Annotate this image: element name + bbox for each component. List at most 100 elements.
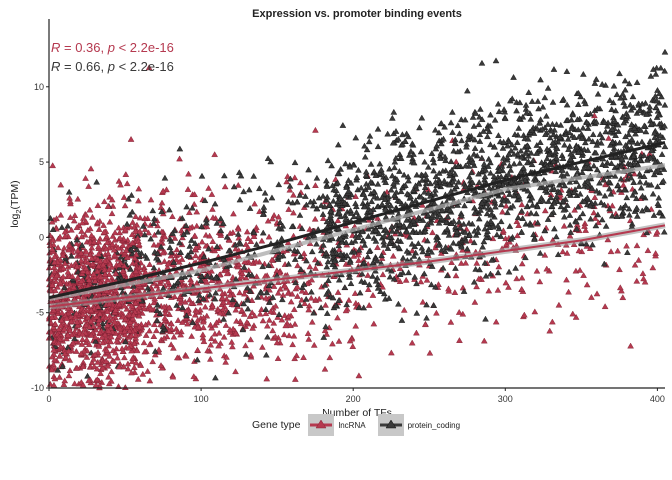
- point-protein-coding: [189, 319, 196, 326]
- point-protein-coding: [302, 295, 310, 302]
- point-protein-coding: [365, 248, 373, 254]
- point-lncrna: [182, 352, 190, 359]
- point-lncrna: [174, 317, 182, 323]
- point-protein-coding: [346, 273, 354, 280]
- point-protein-coding: [405, 269, 412, 276]
- point-protein-coding: [566, 221, 574, 228]
- point-lncrna: [294, 262, 301, 269]
- point-protein-coding: [435, 241, 442, 248]
- point-lncrna: [221, 183, 229, 190]
- point-protein-coding: [156, 310, 164, 316]
- point-protein-coding: [500, 106, 508, 113]
- point-lncrna: [258, 306, 265, 312]
- point-protein-coding: [602, 162, 610, 168]
- point-protein-coding: [354, 213, 362, 219]
- point-protein-coding: [613, 91, 621, 98]
- point-lncrna: [216, 309, 224, 316]
- point-protein-coding: [411, 243, 419, 250]
- point-lncrna: [62, 354, 70, 360]
- point-lncrna: [56, 233, 64, 240]
- point-protein-coding: [380, 241, 388, 248]
- point-lncrna: [208, 191, 216, 197]
- point-protein-coding: [173, 301, 181, 308]
- point-lncrna: [114, 244, 122, 251]
- point-lncrna: [108, 196, 116, 203]
- point-lncrna: [95, 243, 102, 250]
- point-lncrna: [653, 228, 661, 235]
- point-protein-coding: [451, 170, 459, 177]
- point-lncrna: [223, 270, 231, 277]
- point-lncrna: [102, 314, 110, 321]
- point-lncrna: [505, 283, 512, 290]
- point-lncrna: [206, 232, 213, 239]
- point-protein-coding: [325, 277, 332, 284]
- point-lncrna: [251, 200, 258, 207]
- point-lncrna: [127, 135, 135, 142]
- point-protein-coding: [486, 122, 494, 129]
- point-lncrna: [294, 283, 301, 290]
- y-tick-label: 10: [34, 82, 44, 92]
- point-protein-coding: [201, 197, 209, 204]
- point-protein-coding: [642, 128, 650, 135]
- point-lncrna: [285, 206, 293, 212]
- point-protein-coding: [433, 182, 441, 188]
- point-lncrna: [311, 215, 319, 222]
- point-lncrna: [129, 218, 137, 225]
- point-protein-coding: [610, 82, 618, 89]
- point-protein-coding: [378, 201, 386, 207]
- point-protein-coding: [254, 293, 262, 300]
- point-lncrna: [135, 197, 142, 204]
- point-lncrna: [165, 304, 173, 311]
- point-protein-coding: [313, 174, 321, 181]
- point-protein-coding: [419, 217, 427, 223]
- point-lncrna: [352, 322, 360, 329]
- point-lncrna: [538, 235, 545, 241]
- point-lncrna: [121, 226, 129, 233]
- point-protein-coding: [64, 222, 72, 229]
- point-lncrna: [181, 298, 189, 305]
- point-protein-coding: [531, 235, 538, 242]
- point-protein-coding: [387, 186, 395, 193]
- point-lncrna: [345, 296, 353, 303]
- point-protein-coding: [584, 194, 591, 201]
- point-lncrna: [248, 309, 256, 316]
- point-protein-coding: [617, 204, 625, 211]
- point-lncrna: [298, 287, 306, 294]
- point-protein-coding: [324, 157, 332, 164]
- point-protein-coding: [616, 70, 623, 77]
- point-protein-coding: [624, 112, 632, 119]
- point-protein-coding: [323, 177, 330, 184]
- point-protein-coding: [471, 145, 479, 151]
- point-protein-coding: [585, 135, 593, 142]
- point-lncrna: [456, 337, 463, 343]
- point-lncrna: [369, 291, 377, 298]
- point-protein-coding: [631, 125, 638, 131]
- point-protein-coding: [264, 333, 271, 340]
- point-protein-coding: [602, 222, 610, 229]
- point-lncrna: [448, 259, 455, 265]
- point-protein-coding: [449, 194, 456, 201]
- point-lncrna: [106, 312, 114, 319]
- point-lncrna: [247, 336, 254, 343]
- point-protein-coding: [260, 203, 268, 210]
- point-protein-coding: [349, 161, 357, 168]
- point-protein-coding: [627, 174, 635, 181]
- point-lncrna: [49, 236, 57, 243]
- point-protein-coding: [78, 241, 86, 248]
- point-protein-coding: [440, 177, 448, 184]
- point-protein-coding: [413, 171, 421, 178]
- x-axis-label: Number of TFs: [322, 407, 392, 419]
- point-protein-coding: [49, 226, 57, 232]
- point-lncrna: [185, 209, 193, 216]
- point-lncrna: [196, 262, 204, 269]
- point-protein-coding: [516, 159, 524, 166]
- point-lncrna: [150, 241, 158, 248]
- point-protein-coding: [483, 125, 491, 132]
- point-protein-coding: [617, 94, 624, 101]
- point-protein-coding: [421, 228, 429, 235]
- point-lncrna: [94, 358, 102, 365]
- point-lncrna: [91, 277, 99, 284]
- point-protein-coding: [365, 232, 372, 239]
- point-protein-coding: [446, 181, 453, 188]
- point-lncrna: [194, 323, 202, 330]
